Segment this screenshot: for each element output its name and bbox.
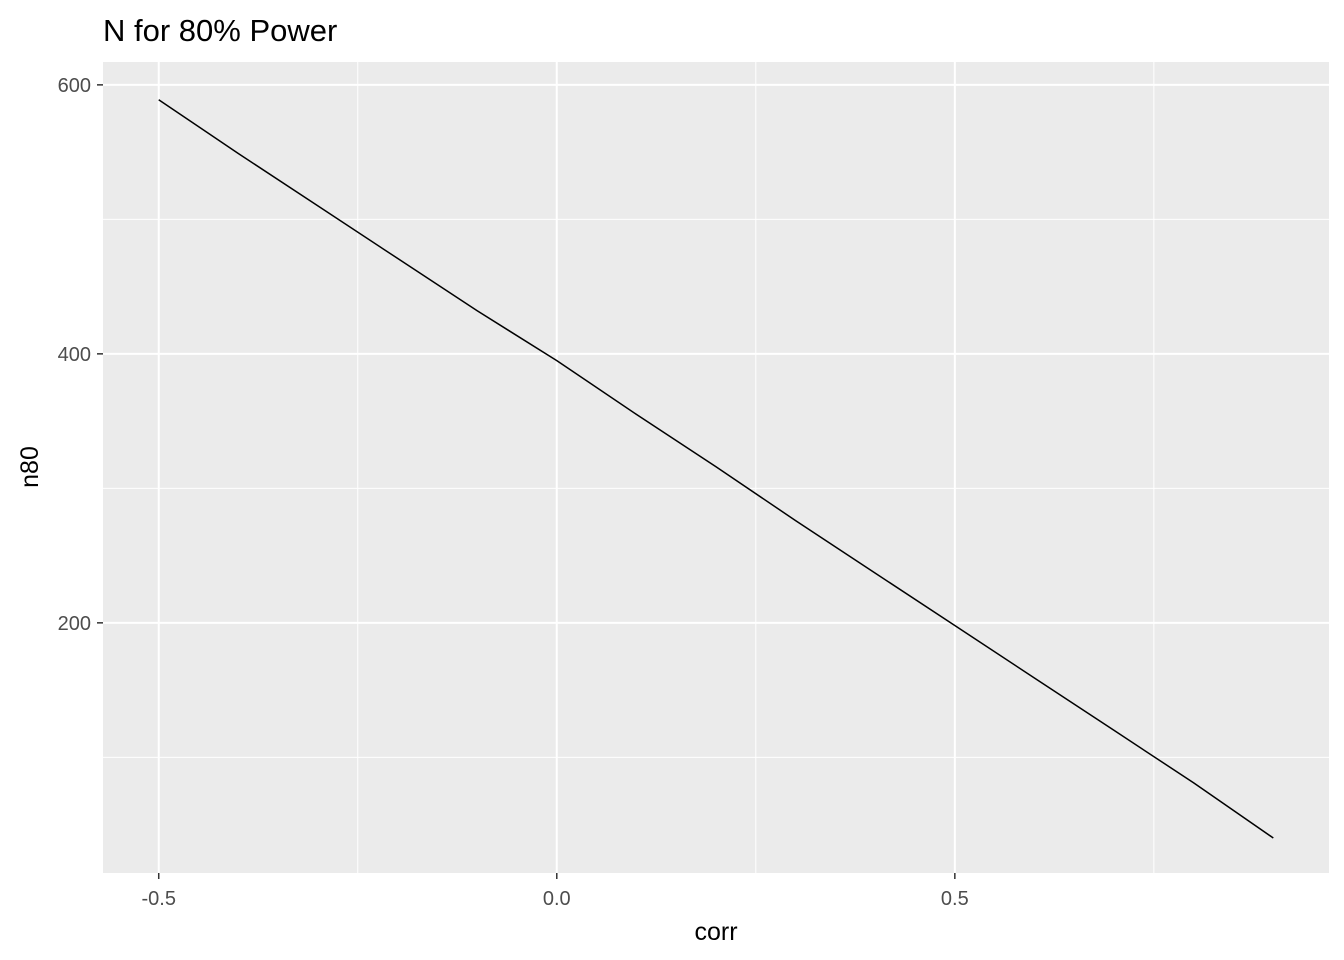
chart-title: N for 80% Power xyxy=(103,13,337,48)
minor-gridlines xyxy=(103,62,1329,873)
x-axis-label: corr xyxy=(694,918,737,946)
x-tick-label: -0.5 xyxy=(141,888,175,910)
y-tick-label: 600 xyxy=(58,75,91,97)
x-tick-label: 0.5 xyxy=(941,888,969,910)
y-tick-label: 200 xyxy=(58,613,91,635)
y-axis-label: n80 xyxy=(16,446,44,488)
y-axis: 200 400 600 xyxy=(58,75,103,635)
x-tick-label: 0.0 xyxy=(543,888,571,910)
series-layer xyxy=(158,99,1274,839)
series-line xyxy=(158,99,1274,839)
y-tick-label: 400 xyxy=(58,344,91,366)
major-gridlines xyxy=(103,62,1329,873)
x-axis: -0.5 0.0 0.5 xyxy=(141,873,969,910)
